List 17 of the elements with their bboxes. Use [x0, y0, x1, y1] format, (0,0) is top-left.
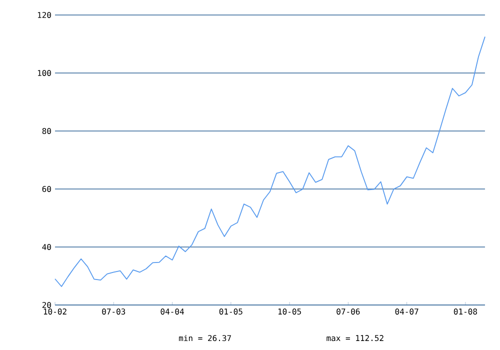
- y-tick-label: 20: [42, 302, 51, 308]
- x-tick-label: 07-03: [102, 308, 126, 315]
- text: max = 112.52: [326, 335, 384, 342]
- x-tick-label: 01-08: [454, 308, 477, 315]
- y-tick-label: 40: [42, 244, 51, 250]
- x-tick-label: 10-05: [278, 308, 301, 315]
- x-tick-label: 10-02: [44, 308, 66, 315]
- text: min = 26.37: [179, 334, 231, 342]
- x-tick-label: 04-04: [160, 308, 184, 315]
- y-tick-label: 100: [38, 70, 51, 76]
- y-tick-label: 80: [42, 128, 51, 134]
- y-tick-label: 60: [42, 186, 51, 192]
- x-tick-label: 04-07: [395, 308, 418, 315]
- line-series: [54, 36, 486, 287]
- y-tick-label: 120: [38, 12, 51, 18]
- x-tick-label: 01-05: [219, 308, 242, 315]
- x-tick-label: 07-06: [336, 308, 360, 315]
